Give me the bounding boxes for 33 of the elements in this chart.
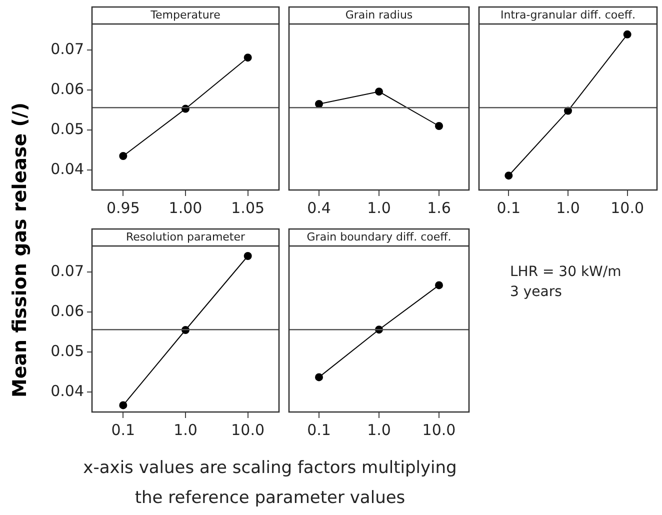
y-tick-label: 0.07	[50, 262, 84, 280]
x-tick-label: 1.0	[556, 198, 580, 217]
text: 3 years	[510, 284, 562, 300]
y-tick-label: 0.05	[50, 342, 84, 360]
chart-title: Grain radius	[345, 8, 413, 22]
text: the reference parameter values	[134, 488, 406, 508]
x-tick-label: 0.4	[307, 198, 331, 217]
chart-title: Grain boundary diff. coeff.	[306, 230, 452, 244]
x-tick-label: 1.00	[168, 198, 202, 217]
y-tick-label: 0.06	[50, 302, 84, 320]
x-tick-label: 1.0	[367, 198, 391, 217]
y-tick-label: 0.04	[50, 160, 84, 178]
y-tick-label: 0.04	[50, 382, 84, 400]
x-tick-label: 0.1	[307, 420, 331, 439]
x-tick-label: 0.1	[496, 198, 521, 217]
y-axis-title: Mean fission gas release (/)	[9, 102, 31, 398]
x-tick-label: 10.0	[422, 420, 456, 439]
x-tick-label: 10.0	[610, 198, 644, 217]
x-tick-label: 0.95	[106, 198, 140, 217]
chart-title: Intra-granular diff. coeff.	[500, 8, 636, 22]
x-tick-label: 1.0	[367, 420, 391, 439]
text: x-axis values are scaling factors multiplying	[83, 458, 457, 478]
x-tick-label: 1.0	[174, 420, 198, 439]
x-tick-label: 1.05	[231, 198, 265, 217]
y-tick-label: 0.07	[50, 40, 84, 58]
text: LHR = 30 kW/m	[510, 264, 622, 280]
x-tick-label: 1.6	[427, 198, 451, 217]
x-tick-label: 0.1	[111, 420, 136, 439]
x-tick-label: 10.0	[231, 420, 265, 439]
chart-title: Resolution parameter	[126, 230, 246, 244]
y-tick-label: 0.05	[50, 120, 84, 138]
y-tick-label: 0.06	[50, 80, 84, 98]
chart-title: Temperature	[150, 8, 221, 22]
